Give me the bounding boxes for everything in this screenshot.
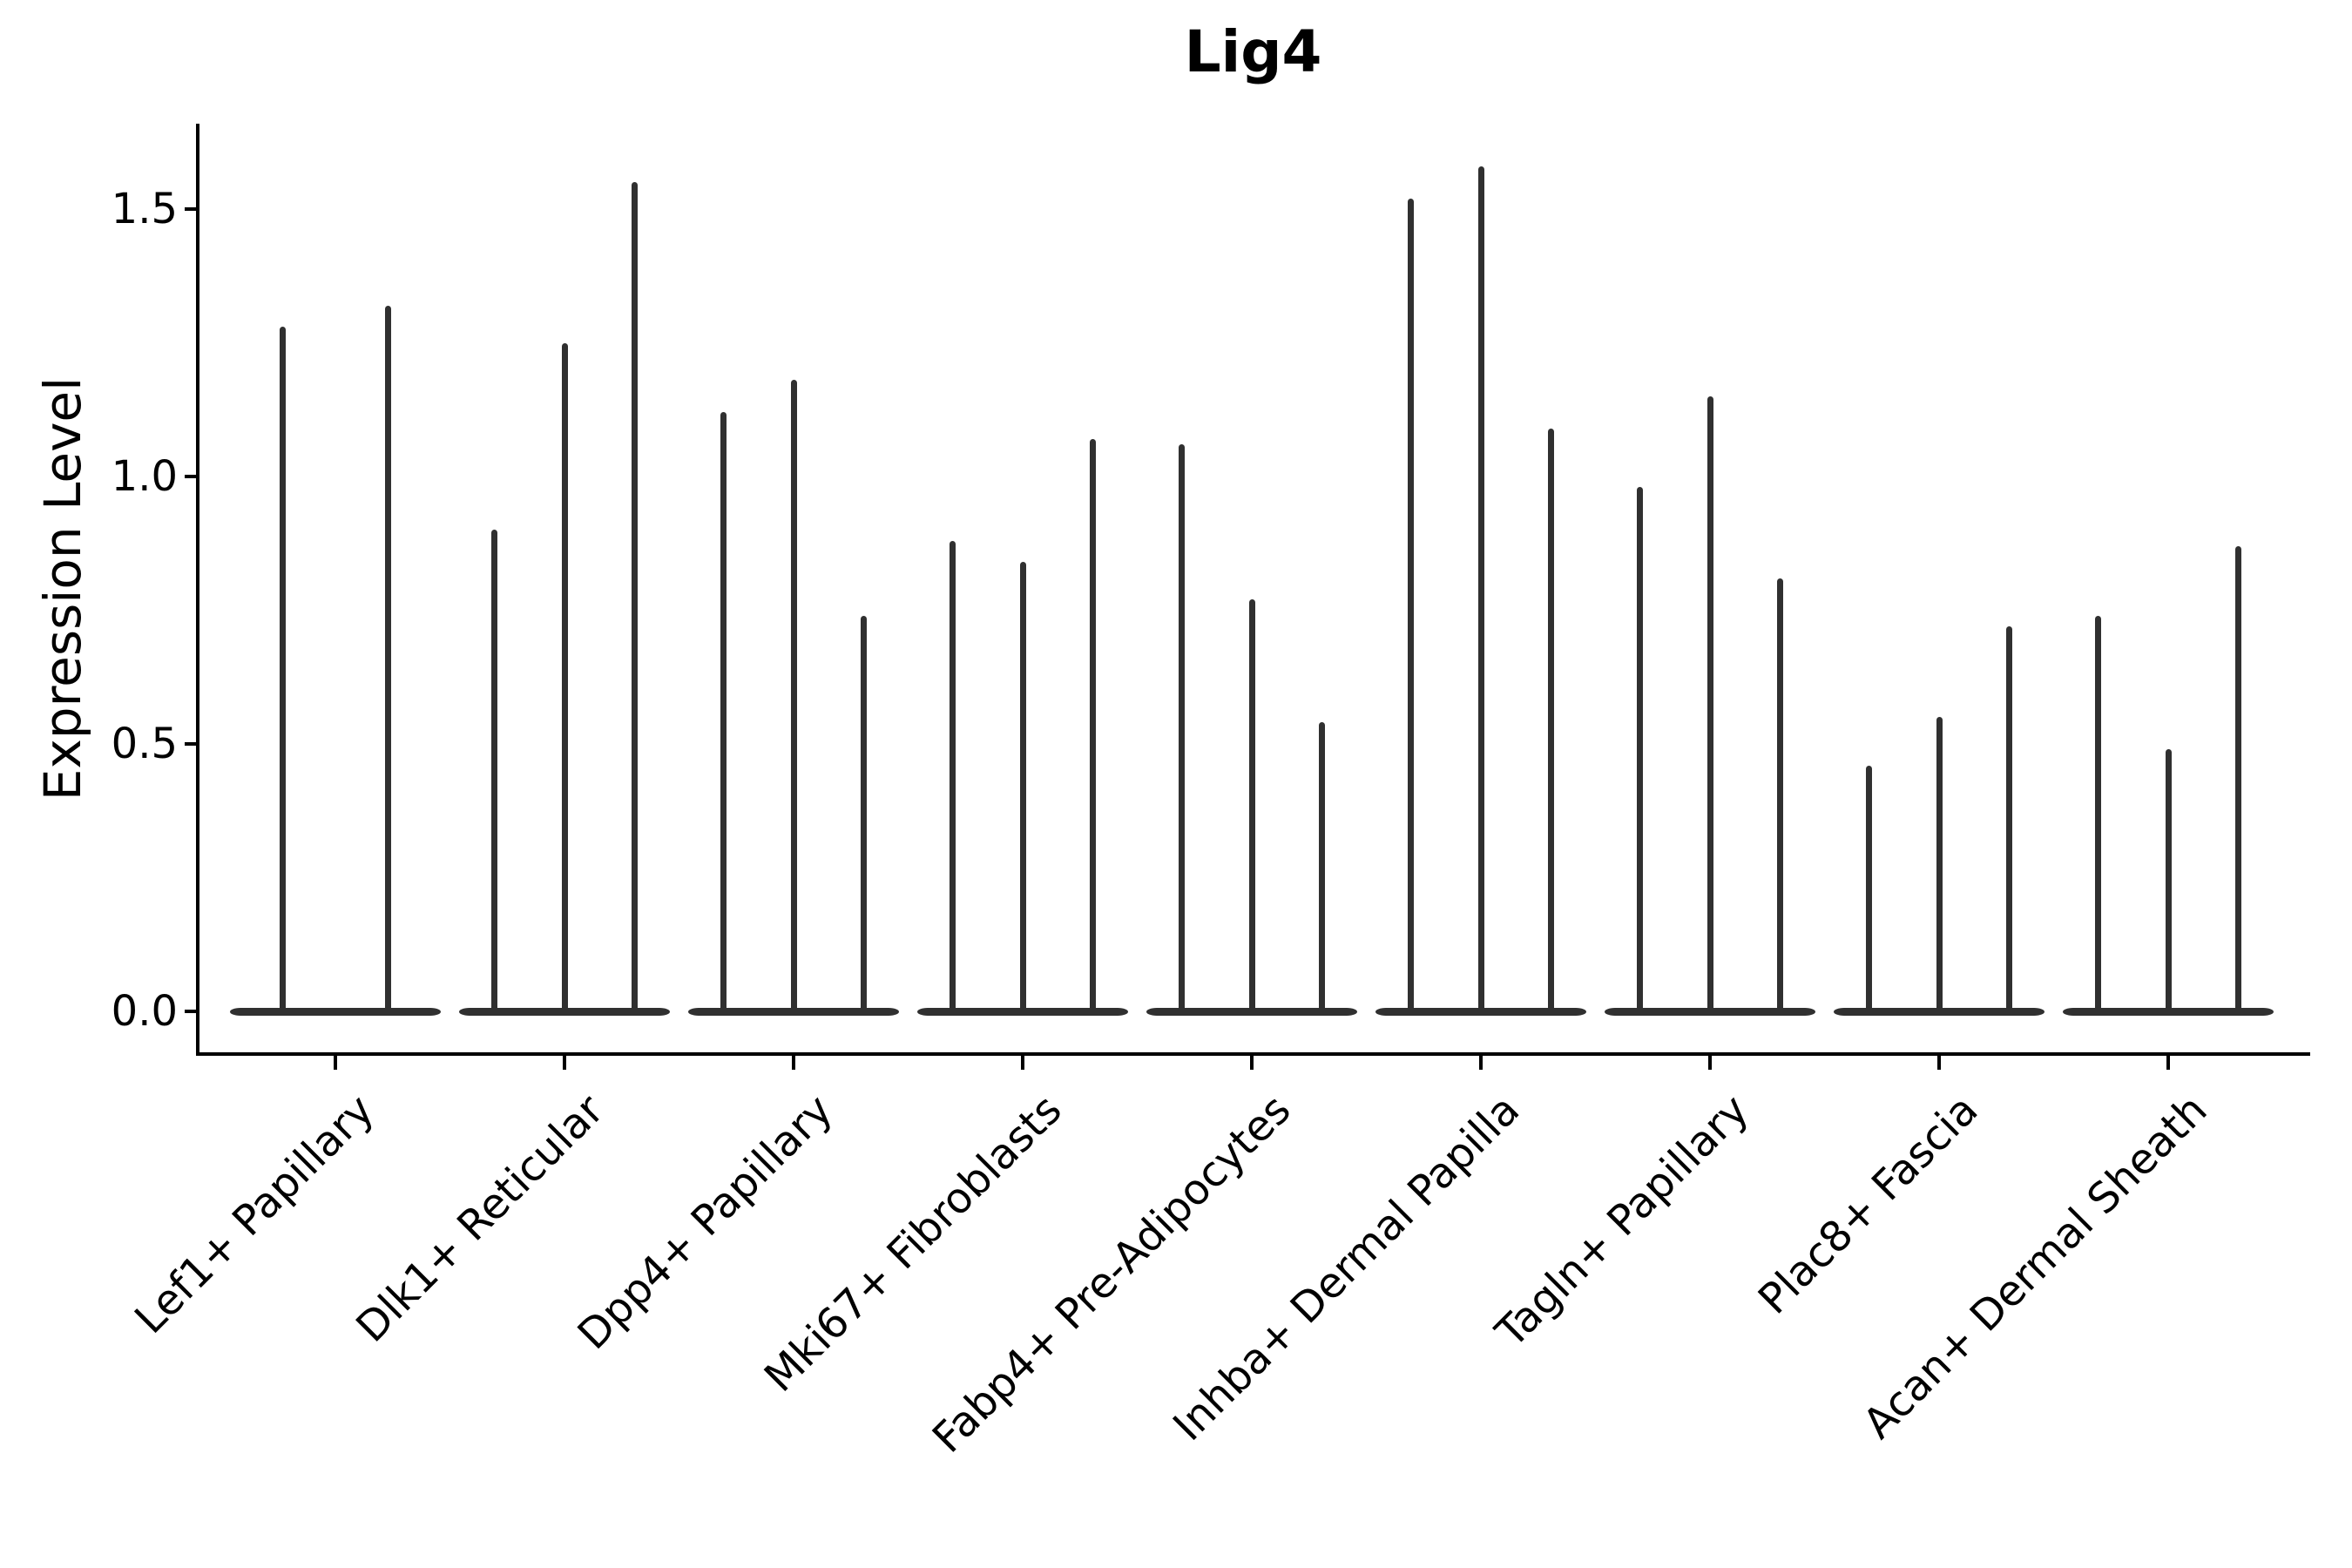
violin-spike	[1548, 428, 1555, 1013]
violin-spike	[1019, 562, 1026, 1013]
x-tick-label: Plac8+ Fascia	[1749, 1085, 1988, 1324]
violin-spike	[385, 305, 391, 1013]
violin-spike	[790, 380, 797, 1013]
violin-spike	[1477, 166, 1484, 1013]
violin-spike	[1178, 444, 1185, 1013]
x-tick-mark	[334, 1056, 337, 1070]
y-tick-mark	[185, 207, 198, 211]
violin-spike	[720, 412, 727, 1013]
x-tick-mark	[1021, 1056, 1024, 1070]
violin-spike	[2165, 749, 2172, 1013]
violin-baseline	[230, 1007, 441, 1016]
y-axis-label: Expression Level	[33, 376, 92, 801]
y-tick-label: 1.0	[111, 452, 178, 501]
violin-spike	[1707, 395, 1713, 1013]
violin-spike	[861, 615, 868, 1013]
violin-spike	[280, 327, 286, 1013]
x-tick-mark	[1250, 1056, 1254, 1070]
y-tick-label: 0.0	[111, 987, 178, 1036]
violin-spike	[1090, 439, 1097, 1013]
violin-spike	[2235, 545, 2242, 1013]
plot-title: Lig4	[1184, 18, 1322, 85]
violin-spike	[1636, 487, 1643, 1013]
y-tick-mark	[185, 1010, 198, 1013]
x-axis-spine	[196, 1052, 2310, 1056]
x-tick-mark	[563, 1056, 566, 1070]
y-axis-spine	[196, 124, 199, 1056]
x-tick-mark	[2166, 1056, 2170, 1070]
violin-spike	[1319, 722, 1326, 1013]
violin-spike	[1936, 717, 1943, 1013]
y-tick-mark	[185, 475, 198, 478]
violin-spike	[2006, 625, 2013, 1013]
violin-spike	[1865, 765, 1872, 1013]
violin-spike	[2094, 615, 2101, 1013]
x-tick-mark	[792, 1056, 795, 1070]
violin-spike	[1248, 599, 1255, 1013]
x-tick-mark	[1479, 1056, 1483, 1070]
x-tick-label: Dlk1+ Reticular	[346, 1085, 613, 1352]
violin-spike	[949, 540, 956, 1013]
violin-spike	[1407, 198, 1414, 1013]
violin-spike	[632, 182, 639, 1013]
violin-spike	[1777, 578, 1784, 1013]
violin-spike	[561, 342, 568, 1013]
violin-spike	[490, 530, 497, 1013]
x-tick-mark	[1937, 1056, 1941, 1070]
x-tick-label: Tagln+ Papillary	[1486, 1085, 1759, 1357]
x-tick-mark	[1708, 1056, 1712, 1070]
x-tick-label: Dpp4+ Papillary	[568, 1085, 842, 1360]
y-tick-label: 1.5	[111, 185, 178, 233]
y-tick-label: 0.5	[111, 720, 178, 768]
y-tick-mark	[185, 742, 198, 746]
x-tick-label: Lef1+ Papillary	[125, 1085, 384, 1343]
